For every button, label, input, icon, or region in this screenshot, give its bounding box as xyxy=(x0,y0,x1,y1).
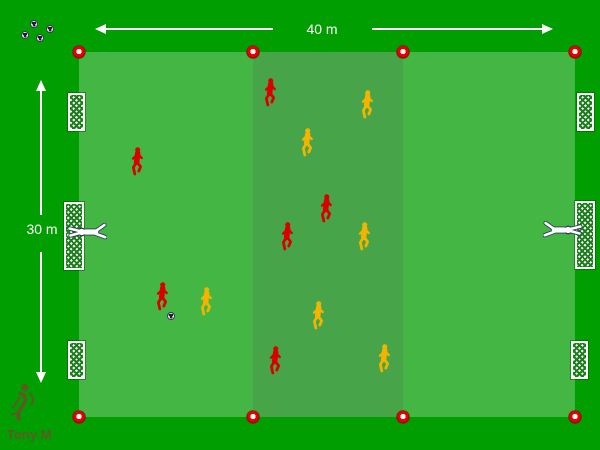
soccer-ball xyxy=(46,25,54,33)
height-arrow-line xyxy=(40,89,42,215)
training-cone xyxy=(568,410,582,424)
width-arrowhead-right xyxy=(542,24,553,34)
yellow-player xyxy=(310,297,326,335)
training-cone xyxy=(396,410,410,424)
yellow-player xyxy=(198,283,214,321)
yellow-player xyxy=(299,124,315,162)
training-cone xyxy=(246,45,260,59)
height-arrowhead-top xyxy=(36,80,46,91)
width-arrowhead-left xyxy=(95,24,106,34)
height-arrowhead-bottom xyxy=(36,372,46,383)
training-cone xyxy=(72,410,86,424)
goalkeeper xyxy=(542,219,583,242)
red-player xyxy=(129,143,145,181)
training-cone xyxy=(72,45,86,59)
height-arrow-line xyxy=(40,252,42,374)
red-player xyxy=(267,342,283,380)
red-player xyxy=(154,278,170,316)
red-player xyxy=(318,190,334,228)
yellow-player xyxy=(359,86,375,124)
training-cone xyxy=(396,45,410,59)
height-dimension-label: 30 m xyxy=(26,221,58,237)
goalkeeper xyxy=(67,221,108,244)
goal-left-top xyxy=(68,93,85,131)
soccer-ball xyxy=(30,20,38,28)
signature-text: Tony M xyxy=(7,427,52,442)
width-arrow-line xyxy=(104,28,273,30)
width-arrow-line xyxy=(372,28,544,30)
soccer-ball xyxy=(36,34,44,42)
soccer-ball xyxy=(21,31,29,39)
goal-right-bottom xyxy=(571,341,588,379)
red-player xyxy=(262,74,278,112)
yellow-player xyxy=(376,340,392,378)
red-player xyxy=(279,218,295,256)
training-cone xyxy=(568,45,582,59)
goal-right-middle xyxy=(575,201,595,269)
training-cone xyxy=(246,410,260,424)
tonym-logo-icon xyxy=(6,381,40,423)
goal-left-bottom xyxy=(68,341,85,379)
goal-right-top xyxy=(577,93,594,131)
yellow-player xyxy=(356,218,372,256)
width-dimension-label: 40 m xyxy=(306,21,338,37)
pitch xyxy=(79,52,575,417)
soccer-ball xyxy=(167,312,175,320)
